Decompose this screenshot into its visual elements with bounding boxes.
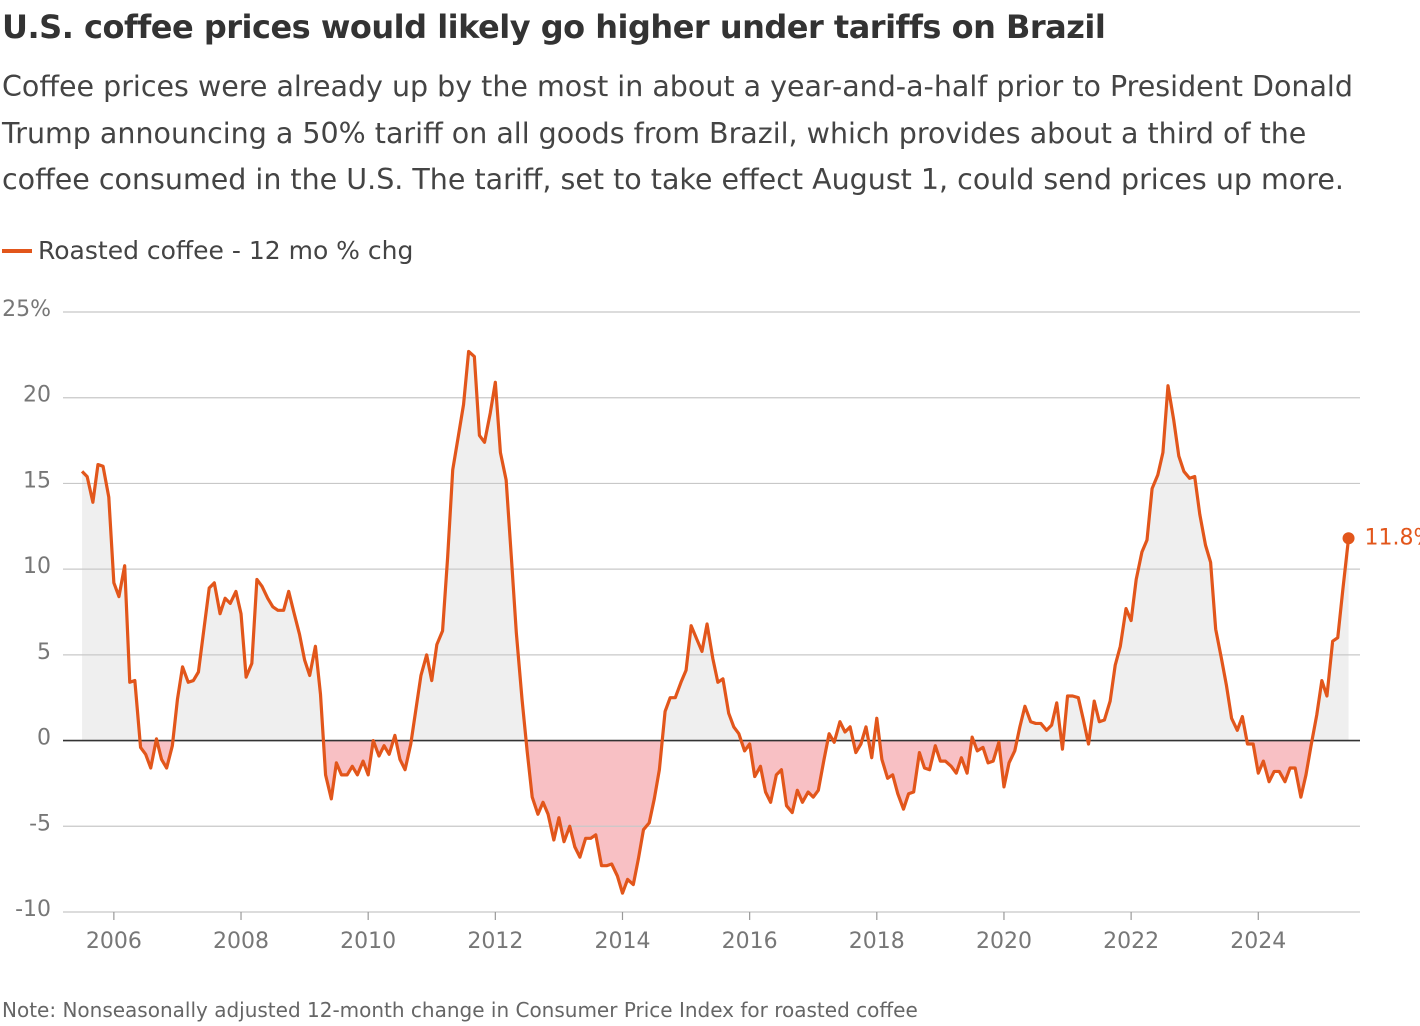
chart-title: U.S. coffee prices would likely go highe… xyxy=(2,8,1106,46)
note: Note: Nonseasonally adjusted 12-month ch… xyxy=(2,998,918,1022)
legend-swatch xyxy=(2,248,32,253)
y-tick-label: -10 xyxy=(15,897,51,922)
x-tick-label: 2022 xyxy=(1103,929,1159,954)
legend: Roasted coffee - 12 mo % chg xyxy=(2,236,413,265)
y-tick-label: 15 xyxy=(23,468,51,493)
x-tick-label: 2010 xyxy=(340,929,396,954)
chart-subtitle: Coffee prices were already up by the mos… xyxy=(2,70,1353,196)
x-tick-label: 2018 xyxy=(849,929,905,954)
y-tick-label: 0 xyxy=(37,726,51,751)
y-tick-label: 20 xyxy=(23,383,51,408)
x-tick-label: 2020 xyxy=(976,929,1032,954)
area-positive xyxy=(82,351,1349,741)
end-point xyxy=(1342,532,1355,545)
y-tick-label: 5 xyxy=(37,640,51,665)
x-tick-label: 2014 xyxy=(594,929,650,954)
y-tick-label: 10 xyxy=(23,554,51,579)
y-tick-label: -5 xyxy=(29,811,51,836)
x-tick-label: 2008 xyxy=(213,929,269,954)
x-tick-label: 2024 xyxy=(1230,929,1286,954)
chart: -10 -5 0 5 10 15 20 25% 2006 2008 2010 2012 2014 2016… xyxy=(2,297,1420,954)
line xyxy=(80,349,1351,895)
y-tick-label: 25% xyxy=(2,297,51,322)
end-label: 11.8% xyxy=(1365,525,1420,550)
x-tick-label: 2012 xyxy=(467,929,523,954)
legend-label: Roasted coffee - 12 mo % chg xyxy=(38,236,414,265)
x-tick-label: 2006 xyxy=(86,929,142,954)
x-tick-label: 2016 xyxy=(722,929,778,954)
